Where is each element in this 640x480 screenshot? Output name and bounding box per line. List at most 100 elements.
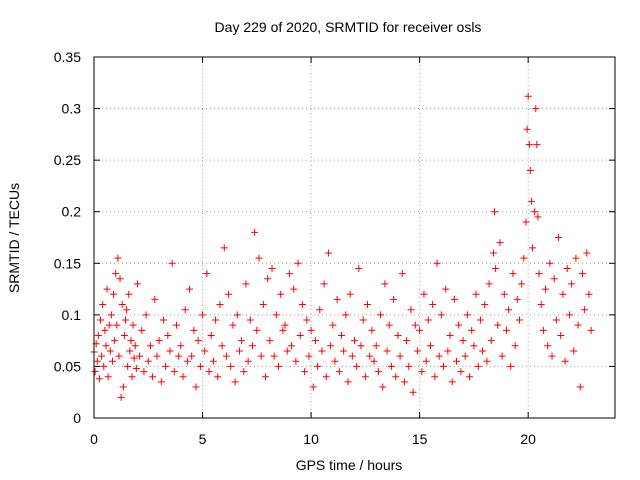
data-point <box>124 362 132 370</box>
data-point <box>303 316 311 324</box>
data-point <box>121 316 129 324</box>
data-point <box>201 347 209 355</box>
data-point <box>314 362 322 370</box>
data-point <box>450 295 458 303</box>
data-point <box>285 270 293 278</box>
data-point <box>552 316 560 324</box>
data-point <box>309 383 317 391</box>
y-tick-label: 0.05 <box>54 358 81 374</box>
data-point <box>203 270 211 278</box>
data-point <box>435 352 443 360</box>
data-point <box>186 285 194 293</box>
data-point <box>368 326 376 334</box>
data-point <box>533 141 541 149</box>
data-point <box>576 383 584 391</box>
data-point <box>496 239 504 247</box>
data-point <box>307 326 315 334</box>
data-point <box>126 347 134 355</box>
data-point <box>216 301 224 309</box>
data-point <box>301 368 309 376</box>
x-tick-label: 0 <box>90 431 98 447</box>
data-point <box>372 342 380 350</box>
data-point <box>585 290 593 298</box>
data-point <box>268 264 276 272</box>
data-point <box>344 378 352 386</box>
x-tick-label: 5 <box>199 431 207 447</box>
data-point <box>524 92 532 100</box>
data-point <box>483 357 491 365</box>
data-point <box>446 331 454 339</box>
data-point <box>170 368 178 376</box>
data-point <box>270 352 278 360</box>
data-point <box>136 352 144 360</box>
data-point <box>485 280 493 288</box>
data-point <box>119 383 127 391</box>
data-point <box>183 357 191 365</box>
data-point <box>346 290 354 298</box>
data-point <box>476 316 484 324</box>
data-point <box>507 362 515 370</box>
data-point <box>142 311 150 319</box>
data-point <box>500 290 508 298</box>
data-point <box>523 125 531 133</box>
data-point <box>383 347 391 355</box>
data-point <box>466 373 474 381</box>
data-point <box>544 342 552 350</box>
data-point <box>491 208 499 216</box>
data-point <box>296 331 304 339</box>
data-point <box>192 383 200 391</box>
data-point <box>522 218 530 226</box>
data-point <box>570 347 578 355</box>
data-point <box>149 373 157 381</box>
data-point <box>385 321 393 329</box>
data-point <box>526 166 534 174</box>
data-point <box>587 326 595 334</box>
data-point <box>114 254 122 262</box>
data-point <box>251 228 259 236</box>
data-point <box>455 321 463 329</box>
data-point <box>240 368 248 376</box>
data-point <box>489 249 497 257</box>
data-point <box>453 357 461 365</box>
data-point <box>409 388 417 396</box>
data-point <box>318 347 326 355</box>
data-point <box>196 362 204 370</box>
data-point <box>361 373 369 381</box>
y-axis-label: SRMTID / TECUs <box>6 183 22 293</box>
data-point <box>288 342 296 350</box>
data-point <box>281 321 289 329</box>
data-point <box>416 326 424 334</box>
data-point <box>331 357 339 365</box>
data-point <box>133 280 141 288</box>
data-point <box>238 337 246 345</box>
data-point <box>125 290 133 298</box>
x-tick-label: 10 <box>303 431 319 447</box>
data-point <box>398 270 406 278</box>
data-point <box>353 362 361 370</box>
data-point <box>99 301 107 309</box>
data-point <box>93 357 101 365</box>
data-point <box>364 301 372 309</box>
data-point <box>229 321 237 329</box>
data-point <box>472 290 480 298</box>
data-point <box>199 311 207 319</box>
data-point <box>218 342 226 350</box>
data-point <box>259 301 267 309</box>
data-point <box>583 249 591 257</box>
data-point <box>220 244 228 252</box>
data-point <box>459 337 467 345</box>
data-point <box>120 331 128 339</box>
data-point <box>253 326 261 334</box>
data-point <box>340 347 348 355</box>
axes-ticks: 0 0.05 0.1 0.15 0.2 0.25 0.3 0.35 0 5 10 15 20 <box>54 49 615 447</box>
data-point <box>387 362 395 370</box>
data-point <box>112 270 120 278</box>
data-point <box>181 306 189 314</box>
data-point <box>487 337 495 345</box>
data-point <box>106 347 114 355</box>
data-point <box>461 352 469 360</box>
data-point <box>166 347 174 355</box>
data-point <box>97 316 105 324</box>
data-point <box>481 301 489 309</box>
data-point <box>322 373 330 381</box>
